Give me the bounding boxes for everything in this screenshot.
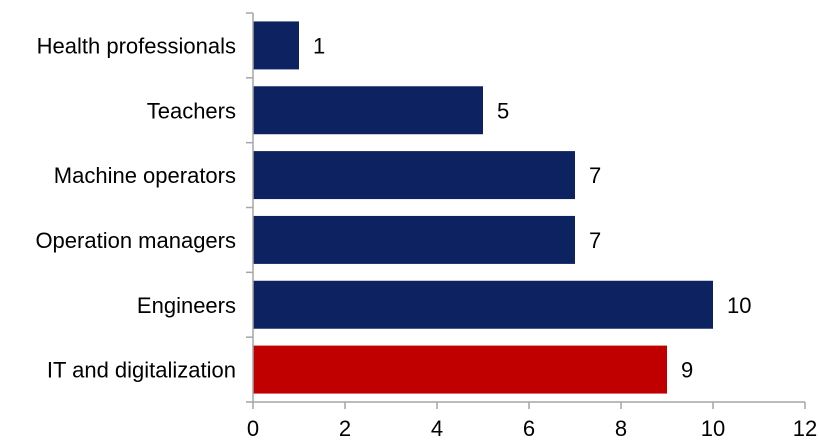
category-label-health-professionals: Health professionals [37, 33, 236, 58]
bars-group [253, 21, 713, 394]
x-tick-labels-group: 0 2 4 6 8 10 12 [247, 416, 817, 441]
x-tick-label-10: 10 [701, 416, 725, 441]
bar-health-professionals [253, 21, 299, 70]
data-label-health-professionals: 1 [313, 33, 325, 58]
category-labels-group: Health professionals Teachers Machine oper… [35, 33, 236, 382]
x-tick-label-12: 12 [793, 416, 817, 441]
x-tick-label-8: 8 [615, 416, 627, 441]
category-label-operation-managers: Operation managers [35, 228, 236, 253]
category-label-teachers: Teachers [147, 98, 236, 123]
category-label-engineers: Engineers [137, 293, 236, 318]
data-label-engineers: 10 [727, 293, 751, 318]
category-label-machine-operators: Machine operators [54, 163, 236, 188]
x-tick-label-6: 6 [523, 416, 535, 441]
bar-machine-operators [253, 151, 575, 200]
bar-teachers [253, 86, 483, 135]
data-label-it-and-digitalization: 9 [681, 358, 693, 383]
x-tick-label-4: 4 [431, 416, 443, 441]
bar-operation-managers [253, 215, 575, 264]
data-label-teachers: 5 [497, 98, 509, 123]
bar-it-and-digitalization [253, 345, 667, 394]
data-label-operation-managers: 7 [589, 228, 601, 253]
axes-group [246, 12, 806, 409]
category-label-it-and-digitalization: IT and digitalization [47, 358, 236, 383]
bar-engineers [253, 280, 713, 329]
data-labels-group: 1 5 7 7 10 9 [313, 33, 751, 382]
x-tick-label-0: 0 [247, 416, 259, 441]
data-label-machine-operators: 7 [589, 163, 601, 188]
x-tick-label-2: 2 [339, 416, 351, 441]
